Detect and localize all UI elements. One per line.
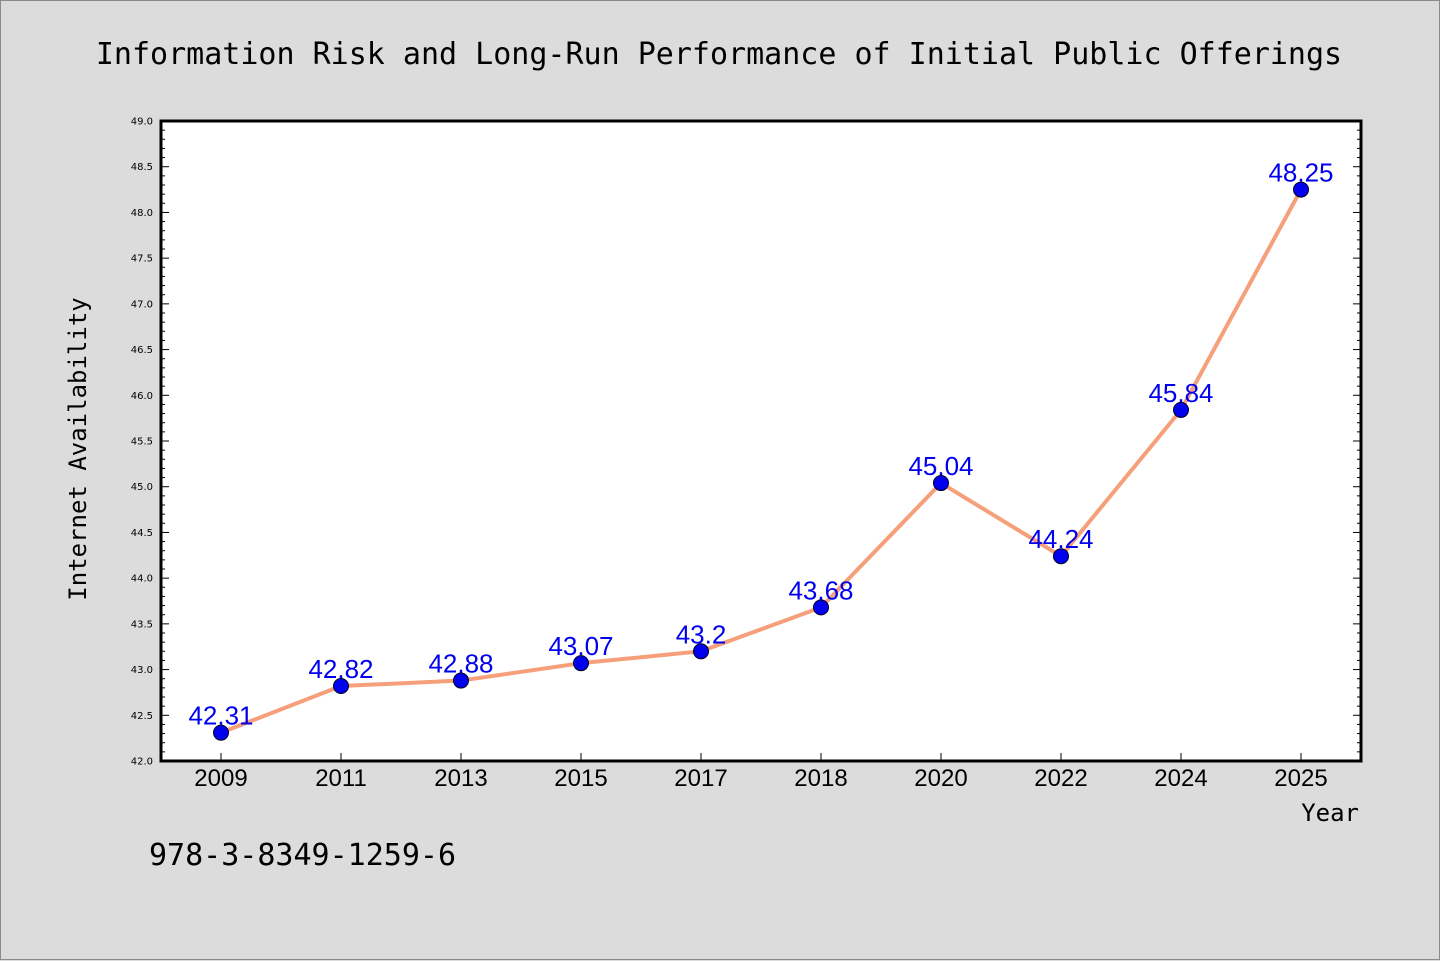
data-point [213,724,229,741]
x-tick-label: 2020 [914,765,967,792]
data-point [573,655,589,672]
y-tick-label: 43.0 [131,665,153,676]
x-tick-label: 2022 [1034,765,1087,792]
data-point [1173,401,1189,418]
x-axis-label: Year [1301,799,1359,827]
chart-title: Information Risk and Long-Run Performanc… [96,37,1342,72]
y-axis-label: Internet Availability [64,297,92,600]
x-tick-label: 2015 [554,765,607,792]
y-tick-label: 48.0 [131,208,153,219]
data-point [1293,181,1309,198]
data-point [813,599,829,616]
x-tick-label: 2024 [1154,765,1207,792]
data-labels: 42.31 42.82 42.88 43.07 43.2 43.68 45.04 44.24 4… [188,158,1333,731]
y-tick-label: 46.0 [131,391,153,402]
y-tick-label: 42.5 [131,711,153,722]
data-label: 43.2 [676,619,727,649]
y-tick-label: 44.0 [131,574,153,585]
plot-area [159,119,1363,763]
x-tick-label: 2011 [315,765,367,792]
x-tick-label: 2018 [794,765,847,792]
data-label: 43.68 [788,575,853,605]
y-tick-label: 47.0 [131,299,153,310]
y-tick-label: 48.5 [131,162,153,173]
y-tick-label: 44.5 [131,528,153,539]
y-tick-label: 45.5 [131,437,153,448]
x-tick-label: 2017 [674,765,727,792]
data-label: 45.04 [908,451,973,481]
y-axis: 42.0 42.5 43.0 43.5 44.0 44.5 45.0 45.5 46.0 46.5… [131,117,1361,768]
data-label: 42.31 [188,701,253,731]
y-tick-label: 45.0 [131,482,153,493]
y-tick-label: 46.5 [131,345,153,356]
data-point [933,475,949,492]
x-tick-label: 2013 [434,765,487,792]
y-tick-label: 49.0 [131,117,153,128]
data-label: 42.88 [428,649,493,679]
series-group [213,181,1309,741]
y-tick-label: 43.5 [131,619,153,630]
x-tick-label: 2009 [194,765,247,792]
x-axis: 2009 2011 2013 2015 2017 2018 2020 2022 2024 2025 [194,753,1328,792]
footer-code: 978-3-8349-1259-6 [149,838,456,873]
data-label: 43.07 [548,631,613,661]
data-point [1053,548,1069,565]
data-point [693,643,709,660]
data-label: 45.84 [1148,378,1213,408]
data-label: 48.25 [1268,158,1333,188]
data-point [333,678,349,695]
data-point [453,672,469,689]
y-tick-label: 47.5 [131,254,153,265]
data-label: 44.24 [1028,524,1093,554]
data-label: 42.82 [308,654,373,684]
y-tick-label: 42.0 [131,757,153,768]
series-line [219,187,1303,735]
x-tick-label: 2025 [1274,765,1327,792]
